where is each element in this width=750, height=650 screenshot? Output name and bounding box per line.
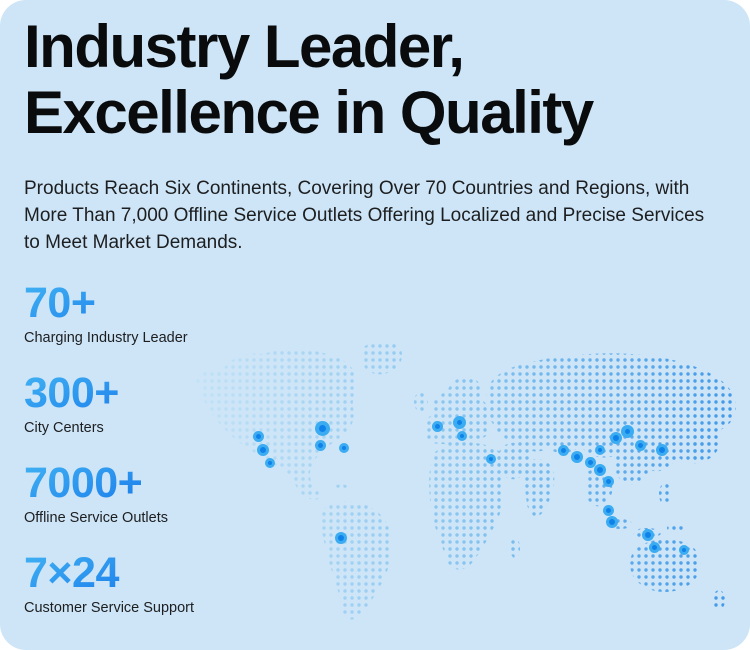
map-marker <box>602 504 614 516</box>
map-marker <box>452 415 466 429</box>
map-marker <box>335 532 347 544</box>
map-marker <box>571 451 583 463</box>
stat-label: City Centers <box>24 420 104 436</box>
dotted-world-map <box>195 336 750 628</box>
stat-value: 70+ <box>24 282 194 325</box>
stat-charging-industry-leader: 70+ Charging Industry Leader <box>24 282 194 347</box>
stat-customer-service-support: 7×24 Customer Service Support <box>24 552 195 617</box>
map-marker <box>339 443 349 453</box>
map-marker <box>557 444 569 456</box>
title-line-2: Excellence in Quality <box>24 79 594 146</box>
map-marker <box>679 545 689 555</box>
map-marker <box>648 541 660 553</box>
stat-label: Offline Service Outlets <box>24 510 168 526</box>
map-marker <box>486 454 496 464</box>
map-marker <box>642 529 654 541</box>
map-marker <box>602 475 614 487</box>
stat-offline-service-outlets: 7000+ Offline Service Outlets <box>24 462 194 527</box>
page-title: Industry Leader, Excellence in Quality <box>24 13 594 146</box>
map-marker <box>265 458 275 468</box>
map-markers <box>195 336 750 628</box>
map-marker <box>431 420 443 432</box>
stat-value: 300+ <box>24 372 194 415</box>
map-marker <box>257 444 269 456</box>
map-marker <box>314 439 326 451</box>
stat-city-centers: 300+ City Centers <box>24 372 194 437</box>
stat-label: Customer Service Support <box>24 600 195 616</box>
map-marker <box>252 430 264 442</box>
map-marker <box>594 464 606 476</box>
map-marker <box>656 444 668 456</box>
subtitle: Products Reach Six Continents, Covering … <box>24 178 705 253</box>
map-marker <box>610 432 622 444</box>
title-line-1: Industry Leader, <box>24 13 465 80</box>
stat-value: 7000+ <box>24 462 194 505</box>
stat-label: Charging Industry Leader <box>24 330 188 346</box>
stats-list: 70+ Charging Industry Leader 300+ City C… <box>24 282 195 617</box>
map-marker <box>595 445 605 455</box>
map-marker <box>634 439 646 451</box>
map-marker <box>606 516 618 528</box>
stat-value: 7×24 <box>24 552 194 595</box>
map-marker <box>620 424 634 438</box>
map-marker <box>584 456 596 468</box>
world-map-svg <box>195 336 750 628</box>
map-marker <box>314 420 330 436</box>
map-marker <box>457 431 467 441</box>
